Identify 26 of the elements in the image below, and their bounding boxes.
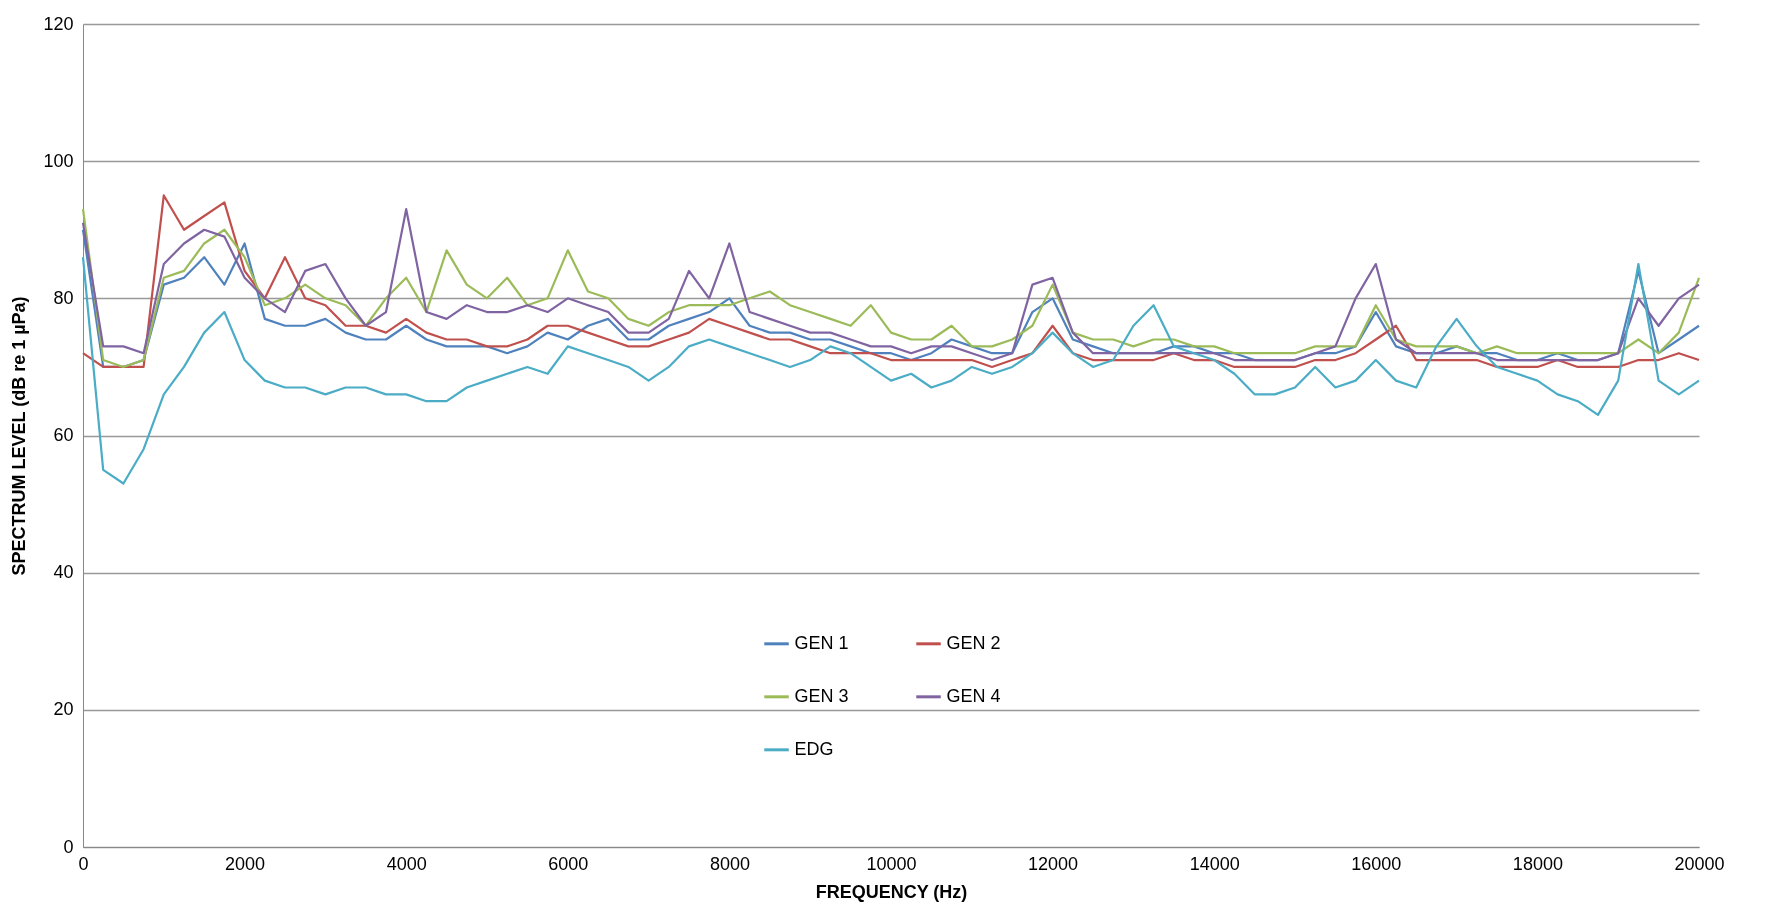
legend-label: GEN 1 [794,632,849,653]
line-series [81,256,1701,485]
legend-label: GEN 4 [946,685,1001,706]
x-tick-label: 4000 [386,853,427,874]
x-tick-label: 2000 [225,853,266,874]
legend-label: GEN 3 [794,685,849,706]
legend-label: GEN 2 [946,632,1001,653]
y-tick-label: 120 [43,13,74,34]
legend-label: EDG [794,738,834,759]
x-tick-label: 16000 [1351,853,1402,874]
x-tick-label: 18000 [1512,853,1563,874]
y-tick-label: 0 [63,836,74,857]
y-tick-label: 20 [53,699,74,720]
x-tick-label: 10000 [866,853,917,874]
x-axis-title: FREQUENCY (Hz) [815,881,968,902]
y-tick-label: 60 [53,425,74,445]
y-tick-label: 100 [43,150,74,171]
x-tick-label: 20000 [1674,853,1725,874]
x-tick-label: 12000 [1028,853,1079,874]
x-tick-label: 0 [78,853,89,874]
x-tick-label: 6000 [548,853,589,874]
y-tick-label: 80 [53,287,74,308]
y-axis-title: SPECTRUM LEVEL (dB re 1 µPa) [9,296,30,576]
y-tick-label: 40 [53,562,74,583]
x-tick-label: 14000 [1189,853,1240,874]
x-tick-label: 8000 [709,853,750,874]
